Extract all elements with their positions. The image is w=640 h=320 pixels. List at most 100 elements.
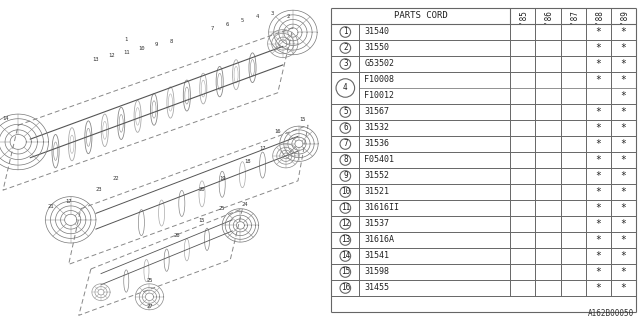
Text: '86: '86 xyxy=(543,9,552,23)
Text: *: * xyxy=(620,43,627,53)
Text: 18: 18 xyxy=(244,159,251,164)
Text: *: * xyxy=(620,283,627,293)
Text: F10008: F10008 xyxy=(364,76,394,84)
Text: 5: 5 xyxy=(241,18,244,23)
Text: 1: 1 xyxy=(125,37,128,42)
Text: 13: 13 xyxy=(340,236,350,244)
Text: F05401: F05401 xyxy=(364,156,394,164)
Text: 20: 20 xyxy=(199,187,205,192)
Text: 23: 23 xyxy=(96,187,102,192)
Text: 7: 7 xyxy=(343,140,348,148)
Text: 11: 11 xyxy=(340,204,350,212)
Text: 4: 4 xyxy=(256,13,259,19)
Text: 31540: 31540 xyxy=(364,28,389,36)
Text: 4: 4 xyxy=(343,84,348,92)
Text: *: * xyxy=(620,27,627,37)
Text: 7: 7 xyxy=(211,26,214,31)
Text: 15: 15 xyxy=(199,218,205,223)
Text: *: * xyxy=(620,139,627,149)
Text: 25: 25 xyxy=(219,205,225,211)
Text: 6: 6 xyxy=(343,124,348,132)
Text: *: * xyxy=(620,123,627,133)
Text: F10012: F10012 xyxy=(364,92,394,100)
Text: 17: 17 xyxy=(259,146,266,151)
Text: G53502: G53502 xyxy=(364,60,394,68)
Text: 16: 16 xyxy=(275,130,281,134)
Text: 16: 16 xyxy=(340,284,350,292)
Text: 8: 8 xyxy=(343,156,348,164)
Text: *: * xyxy=(595,235,601,245)
Text: *: * xyxy=(595,123,601,133)
Text: 22: 22 xyxy=(113,176,120,181)
Text: *: * xyxy=(595,187,601,197)
Text: *: * xyxy=(620,155,627,165)
Text: 9: 9 xyxy=(343,172,348,180)
Text: 21: 21 xyxy=(47,204,54,209)
Text: 12: 12 xyxy=(340,220,350,228)
Text: 1: 1 xyxy=(343,28,348,36)
Text: 31567: 31567 xyxy=(364,108,389,116)
Text: 31616A: 31616A xyxy=(364,236,394,244)
Text: *: * xyxy=(620,267,627,277)
Text: 31598: 31598 xyxy=(364,268,389,276)
Text: 19: 19 xyxy=(219,176,225,181)
Text: '89: '89 xyxy=(619,9,628,23)
Text: 13: 13 xyxy=(93,57,99,62)
Text: *: * xyxy=(595,251,601,261)
Text: 15: 15 xyxy=(340,268,350,276)
Text: *: * xyxy=(620,59,627,69)
Text: *: * xyxy=(595,203,601,213)
Text: *: * xyxy=(620,235,627,245)
Text: PARTS CORD: PARTS CORD xyxy=(394,12,447,20)
Text: '87: '87 xyxy=(568,9,578,23)
Text: *: * xyxy=(595,267,601,277)
Text: *: * xyxy=(595,219,601,229)
Text: 17: 17 xyxy=(65,199,72,204)
Text: 6: 6 xyxy=(226,22,229,27)
Text: 31532: 31532 xyxy=(364,124,389,132)
Text: *: * xyxy=(595,171,601,181)
Text: 31536: 31536 xyxy=(364,140,389,148)
Text: *: * xyxy=(595,59,601,69)
Text: *: * xyxy=(595,139,601,149)
Text: 31455: 31455 xyxy=(364,284,389,292)
Text: *: * xyxy=(620,203,627,213)
Text: *: * xyxy=(620,171,627,181)
Text: *: * xyxy=(620,251,627,261)
Text: *: * xyxy=(595,155,601,165)
Text: 2: 2 xyxy=(286,13,289,19)
Text: 31541: 31541 xyxy=(364,252,389,260)
Text: 3: 3 xyxy=(271,11,275,16)
Text: 24: 24 xyxy=(241,202,248,207)
Text: 2: 2 xyxy=(343,44,348,52)
Text: *: * xyxy=(620,219,627,229)
Text: *: * xyxy=(620,75,627,85)
Text: 15: 15 xyxy=(300,117,307,123)
Text: 31550: 31550 xyxy=(364,44,389,52)
Text: 27: 27 xyxy=(146,304,153,309)
Text: 31616II: 31616II xyxy=(364,204,399,212)
Text: 12: 12 xyxy=(108,53,115,59)
Text: *: * xyxy=(595,107,601,117)
Text: *: * xyxy=(595,283,601,293)
Text: *: * xyxy=(595,75,601,85)
Text: 31521: 31521 xyxy=(364,188,389,196)
Text: A162B00050: A162B00050 xyxy=(588,309,634,318)
Text: 5: 5 xyxy=(343,108,348,116)
Text: *: * xyxy=(595,43,601,53)
Text: 8: 8 xyxy=(170,39,173,44)
Text: 25: 25 xyxy=(146,278,153,283)
Text: 31537: 31537 xyxy=(364,220,389,228)
Text: *: * xyxy=(620,187,627,197)
Text: 3: 3 xyxy=(343,60,348,68)
Text: 14: 14 xyxy=(2,116,8,121)
Text: 31552: 31552 xyxy=(364,172,389,180)
Text: 9: 9 xyxy=(155,42,158,47)
Text: 26: 26 xyxy=(173,233,180,238)
Text: '88: '88 xyxy=(594,9,603,23)
Text: *: * xyxy=(595,27,601,37)
Text: 11: 11 xyxy=(123,50,129,55)
Text: 10: 10 xyxy=(138,46,145,51)
Text: '85: '85 xyxy=(518,9,527,23)
Text: 10: 10 xyxy=(340,188,350,196)
